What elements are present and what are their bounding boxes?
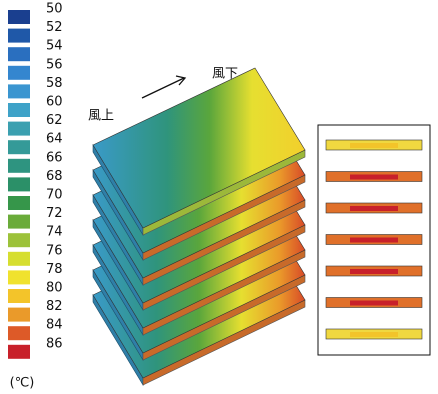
- legend-swatch: [8, 29, 30, 43]
- upwind-label: 風上: [88, 109, 114, 124]
- legend-label: 74: [46, 225, 63, 240]
- legend-label: 60: [46, 95, 63, 110]
- legend-label: 82: [46, 299, 63, 314]
- legend: 50 52 54 56 58 60 62 64 66 68 70 72 74 76 78 80 82 84 86: [8, 2, 63, 359]
- page: 風下 風上 50 52 54 56 58 60 62 64 66 68 70 72 74 76 78 80 82…: [0, 0, 438, 394]
- legend-label: 64: [46, 132, 63, 147]
- legend-label: 72: [46, 206, 63, 221]
- legend-label: 66: [46, 150, 63, 165]
- legend-swatch: [8, 122, 30, 136]
- section-core: [350, 332, 398, 337]
- section-core: [350, 238, 398, 243]
- legend-swatch: [8, 326, 30, 340]
- plate-stack: [93, 68, 305, 385]
- figure: 風下 風上 50 52 54 56 58 60 62 64 66 68 70 72 74 76 78 80 82…: [0, 0, 438, 394]
- legend-unit: (℃): [10, 376, 35, 391]
- legend-swatch: [8, 345, 30, 359]
- legend-swatch: [8, 196, 30, 210]
- section-core: [350, 269, 398, 274]
- legend-swatch: [8, 159, 30, 173]
- legend-label: 54: [46, 39, 63, 54]
- legend-label: 84: [46, 318, 63, 333]
- legend-swatch: [8, 308, 30, 322]
- legend-swatch: [8, 140, 30, 154]
- section-core: [350, 206, 398, 211]
- legend-swatch: [8, 66, 30, 80]
- legend-swatch: [8, 289, 30, 303]
- legend-swatch: [8, 84, 30, 98]
- legend-label: 52: [46, 20, 63, 35]
- legend-swatch: [8, 252, 30, 266]
- legend-label: 76: [46, 243, 63, 258]
- legend-label: 62: [46, 113, 63, 128]
- legend-label: 50: [46, 2, 63, 17]
- legend-swatch: [8, 233, 30, 247]
- legend-label: 80: [46, 281, 63, 296]
- legend-swatch: [8, 270, 30, 284]
- section-core: [350, 143, 398, 148]
- legend-swatch: [8, 47, 30, 61]
- legend-label: 58: [46, 76, 63, 91]
- legend-label: 70: [46, 188, 63, 203]
- section-core: [350, 301, 398, 306]
- downwind-label: 風下: [212, 67, 238, 82]
- wind-arrow: [142, 78, 184, 98]
- legend-label: 86: [46, 336, 63, 351]
- legend-swatch: [8, 10, 30, 24]
- legend-label: 68: [46, 169, 63, 184]
- legend-swatch: [8, 215, 30, 229]
- legend-label: 78: [46, 262, 63, 277]
- section-core: [350, 175, 398, 180]
- legend-swatch: [8, 103, 30, 117]
- legend-swatch: [8, 177, 30, 191]
- legend-label: 56: [46, 57, 63, 72]
